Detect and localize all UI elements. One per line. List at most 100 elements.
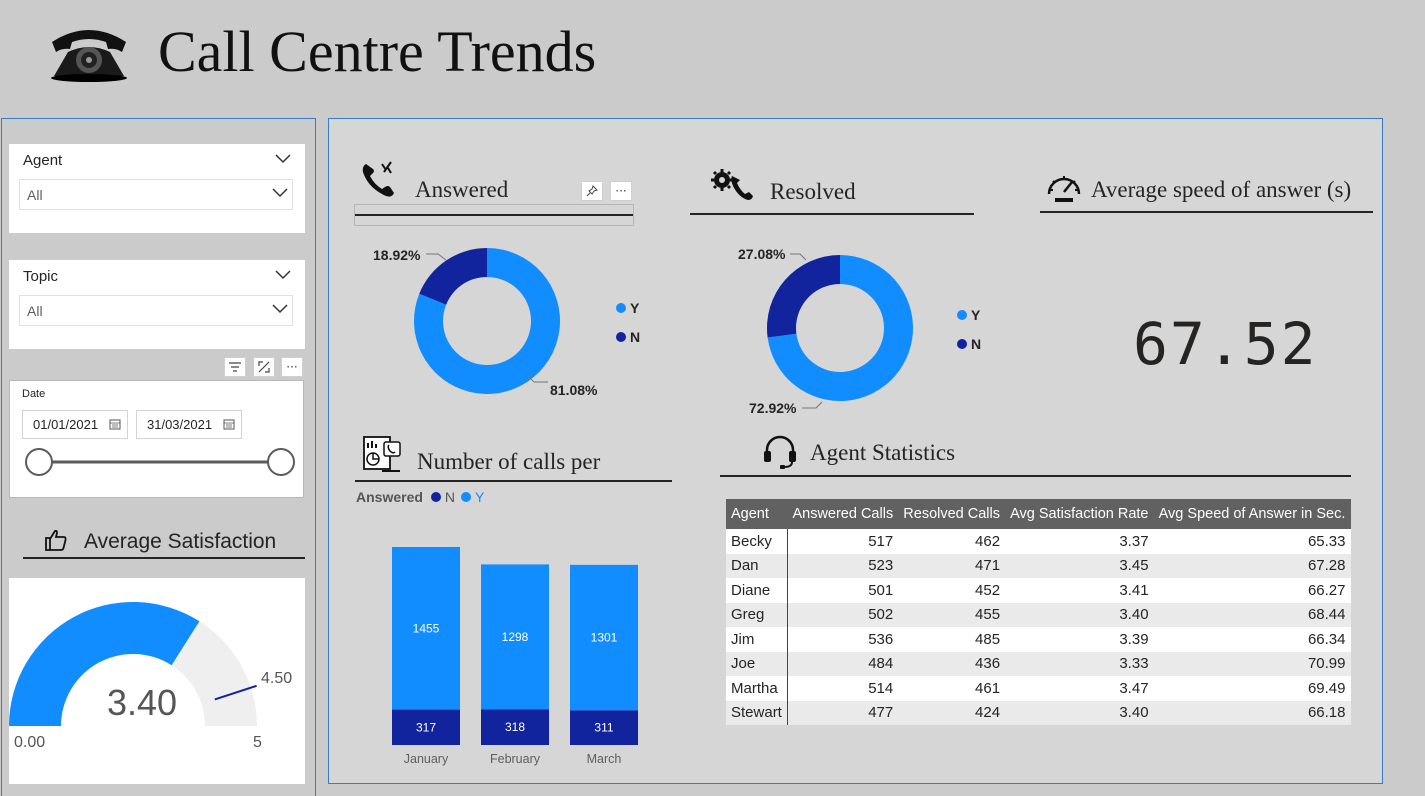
answered-legend-y: Y (616, 300, 639, 316)
table-cell: 502 (787, 602, 899, 627)
table-cell: 3.37 (1005, 529, 1154, 554)
column-header-resolved-calls[interactable]: Resolved Calls (898, 499, 1006, 529)
chevron-down-icon[interactable] (275, 270, 291, 280)
answered-underline (355, 214, 633, 216)
table-cell: Joe (726, 651, 788, 676)
table-row: Martha 514 461 3.47 69.49 (726, 676, 1351, 701)
legend-dot-y (616, 303, 626, 313)
legend-label-n: N (971, 336, 982, 352)
report-icon (363, 436, 401, 472)
bar-data-label: 311 (594, 721, 613, 735)
pin-icon[interactable] (581, 181, 603, 201)
donut-slice-n[interactable] (419, 248, 487, 305)
bar-n-march[interactable] (570, 710, 638, 745)
legend-dot-n (430, 492, 441, 502)
legend-label-y: Y (971, 307, 981, 323)
agent-stats-underline (720, 475, 1351, 477)
donut-slice-y[interactable] (767, 255, 913, 401)
bar-y-january[interactable] (392, 546, 460, 710)
resolved-legend-y: Y (957, 307, 980, 323)
more-options-icon[interactable]: ··· (610, 181, 632, 201)
legend-dot-y (957, 310, 967, 320)
legend-label-n: N (444, 489, 456, 505)
answered-y-data-label: 81.08% (550, 382, 598, 398)
phone-ringing-icon (362, 161, 394, 197)
bar-y-march[interactable] (570, 564, 638, 711)
date-slider-end-handle[interactable] (267, 448, 295, 476)
telephone-icon (46, 22, 132, 86)
date-slider-start-handle[interactable] (25, 448, 53, 476)
table-header-row: Agent Answered Calls Resolved Calls Avg … (726, 499, 1351, 529)
satisfaction-title: Average Satisfaction (84, 530, 277, 553)
table-cell: Becky (726, 529, 788, 554)
bar-n-february[interactable] (481, 709, 549, 745)
table-cell: 68.44 (1153, 602, 1351, 627)
chevron-down-icon[interactable] (275, 154, 291, 164)
date-end-value: 31/03/2021 (147, 417, 213, 432)
table-cell: 514 (787, 676, 899, 701)
agent-dropdown[interactable]: All (19, 179, 293, 210)
filter-icon[interactable] (224, 357, 246, 377)
speedometer-icon (1047, 176, 1081, 202)
agent-stats-table: Agent Answered Calls Resolved Calls Avg … (726, 499, 1351, 725)
calls-bar-chart: 317 1455 January 318 1298 February 311 1301 Marc… (392, 546, 638, 766)
donut-slice-n[interactable] (767, 255, 840, 338)
satisfaction-gauge (9, 602, 257, 726)
legend-label-y: Y (630, 300, 640, 316)
date-start-input[interactable]: 01/01/2021 (22, 410, 128, 439)
table-row: Dan 523 471 3.45 67.28 (726, 553, 1351, 578)
table-cell: 66.27 (1153, 578, 1351, 603)
answered-leader-lines (426, 253, 548, 383)
date-range-slider[interactable] (24, 447, 298, 477)
legend-label-y: Y (475, 489, 485, 505)
table-cell: 462 (898, 529, 1006, 554)
column-header-avg-satisfaction[interactable]: Avg Satisfaction Rate (1005, 499, 1154, 529)
x-axis-tick-label: January (404, 752, 449, 766)
table-cell: 70.99 (1153, 651, 1351, 676)
chevron-down-icon (272, 304, 288, 314)
agent-slicer: Agent All (9, 144, 305, 233)
table-cell: Martha (726, 676, 788, 701)
more-options-icon[interactable]: ··· (281, 357, 303, 377)
speed-underline (1040, 211, 1373, 213)
table-cell: 3.45 (1005, 553, 1154, 578)
legend-dot-n (957, 339, 967, 349)
table-cell: 536 (787, 627, 899, 652)
donut-slice-y[interactable] (414, 248, 560, 394)
answered-donut-chart (414, 248, 560, 394)
phone-gear-icon (711, 169, 753, 200)
topic-slicer: Topic All (9, 260, 305, 349)
resolved-leader-lines (790, 253, 823, 409)
calendar-icon[interactable] (109, 418, 121, 430)
table-cell: 66.34 (1153, 627, 1351, 652)
calls-chart-legend: Answered N Y (356, 489, 484, 505)
bar-y-february[interactable] (481, 564, 549, 710)
resolved-title: Resolved (770, 179, 856, 204)
chevron-down-icon (272, 188, 288, 198)
agent-dropdown-value: All (27, 187, 43, 203)
legend-dot-n (616, 332, 626, 342)
table-cell: 477 (787, 700, 899, 725)
bar-data-label: 1455 (413, 621, 440, 635)
date-end-input[interactable]: 31/03/2021 (136, 410, 242, 439)
calls-legend-title: Answered (356, 489, 423, 505)
answered-title: Answered (415, 177, 509, 202)
bar-data-label: 1298 (502, 630, 529, 644)
calendar-icon[interactable] (223, 418, 235, 430)
x-axis-tick-label: February (490, 752, 541, 766)
table-cell: 455 (898, 602, 1006, 627)
column-header-answered-calls[interactable]: Answered Calls (787, 499, 899, 529)
calls-chart-underline (355, 480, 672, 482)
column-header-avg-speed[interactable]: Avg Speed of Answer in Sec. (1153, 499, 1351, 529)
focus-mode-icon[interactable] (253, 357, 275, 377)
gauge-value: 3.40 (107, 682, 178, 723)
headset-icon (764, 435, 796, 469)
legend-label-n: N (630, 329, 641, 345)
column-header-agent[interactable]: Agent (726, 499, 788, 529)
gauge-min-label: 0.00 (14, 734, 46, 751)
bar-n-january[interactable] (392, 709, 460, 745)
table-cell: 471 (898, 553, 1006, 578)
topic-dropdown[interactable]: All (19, 295, 293, 326)
table-cell: Diane (726, 578, 788, 603)
resolved-donut-chart (767, 255, 913, 401)
